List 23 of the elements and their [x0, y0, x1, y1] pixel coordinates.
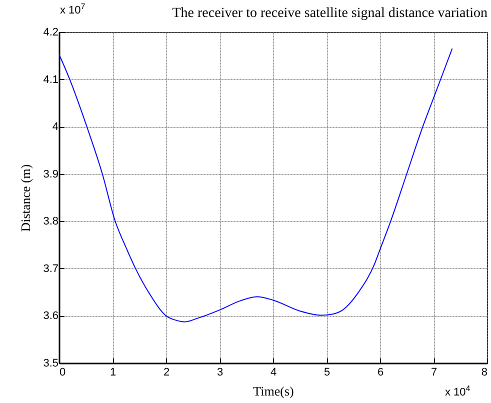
x-tick-label: 4 [270, 366, 277, 378]
y-tick-label: 4 [52, 121, 58, 134]
text: x 10$^{7}$ [60, 2, 86, 17]
y-tick-label: 3.7 [43, 262, 58, 275]
y-tick-label: 4.1 [43, 74, 58, 86]
x-tick-label: 2 [163, 366, 170, 378]
x-tick-label: 5 [324, 366, 330, 378]
y-axis-title: Distance (m) [18, 164, 34, 232]
y-tick-label: 3.5 [43, 358, 58, 370]
x-tick-label: 6 [377, 366, 384, 378]
x-tick-label: 7 [430, 366, 438, 378]
chart-title: The receiver to receive satellite signal distance variation [172, 6, 488, 21]
y-tick-label: 4.2 [43, 26, 58, 38]
line-series [59, 48, 453, 322]
x-tick-label: 8 [481, 366, 488, 378]
x-tick-label: 3 [216, 366, 224, 378]
x-tick-label: 1 [110, 366, 116, 378]
x-tick-label: 0 [60, 366, 66, 378]
text: x 10$^{4}$ [445, 384, 470, 399]
x-axis-title: Time(s) [253, 384, 294, 398]
y-tick-label: 3.9 [43, 168, 58, 180]
y-tick-label: 3.8 [43, 216, 58, 228]
y-tick-label: 3.6 [43, 310, 58, 322]
